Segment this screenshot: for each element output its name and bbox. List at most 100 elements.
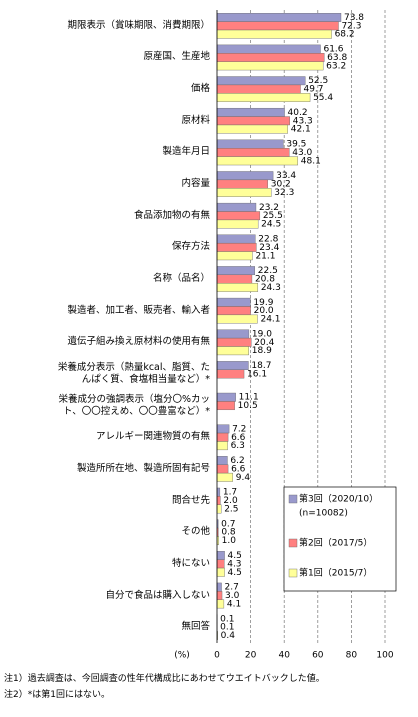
value-label: 19.0 — [252, 329, 272, 339]
value-label: 6.2 — [230, 456, 244, 466]
bar — [216, 401, 235, 411]
category-label: 無回答 — [181, 621, 210, 633]
x-tick-label: 60 — [312, 651, 324, 661]
value-label: 63.2 — [326, 61, 346, 71]
bar — [216, 124, 288, 134]
value-label: 2.7 — [225, 583, 239, 593]
value-label: 0.1 — [220, 623, 234, 633]
value-label: 4.1 — [227, 599, 241, 609]
bar — [216, 234, 256, 244]
value-label: 0.7 — [221, 519, 235, 529]
legend-label: 第2回（2017/5） — [299, 537, 372, 549]
bar — [216, 148, 290, 157]
value-label: 63.8 — [327, 53, 347, 63]
bar — [216, 13, 342, 22]
value-label: 7.2 — [232, 424, 246, 434]
value-label: 55.4 — [313, 93, 333, 103]
value-label: 4.5 — [228, 568, 242, 578]
bar — [216, 369, 245, 379]
bar — [216, 44, 321, 54]
category-label: 遺伝子組み換え原材料の使用有無 — [67, 336, 210, 348]
legend-swatch — [288, 538, 298, 548]
bar — [216, 567, 225, 577]
category-label: 期限表示（賞味期限、消費期限） — [67, 19, 210, 31]
value-label: 43.3 — [293, 116, 313, 126]
bar — [216, 274, 253, 284]
value-label: 32.3 — [274, 188, 294, 198]
legend-swatch — [288, 568, 298, 578]
bar — [216, 188, 272, 197]
bar — [216, 93, 311, 102]
value-label: 48.1 — [301, 156, 321, 166]
value-label: 22.5 — [258, 266, 278, 276]
category-label: 製造年月日 — [162, 146, 210, 158]
bar — [216, 242, 257, 252]
bar — [216, 251, 253, 261]
value-label: 52.5 — [308, 76, 328, 86]
note: 注2）*は第1回にはない。 — [4, 690, 110, 700]
value-label: 49.7 — [303, 85, 323, 95]
bar — [216, 29, 332, 39]
value-label: 43.0 — [292, 148, 312, 158]
category-label: 保存方法 — [171, 241, 210, 253]
value-label: 33.4 — [276, 171, 296, 181]
value-label: 0.1 — [220, 614, 234, 624]
bar — [216, 424, 230, 434]
category-label: 食品添加物の有無 — [133, 209, 210, 221]
category-label: 名称（品名） — [152, 273, 210, 284]
value-label: 1.0 — [222, 536, 237, 546]
bar — [216, 219, 259, 229]
note: 注1）過去調査は、今回調査の性年代構成比にあわせてウエイトバックした値。 — [4, 674, 325, 684]
bar — [216, 441, 228, 451]
value-label: 24.1 — [260, 315, 280, 325]
x-tick-label: 40 — [278, 651, 290, 661]
bar — [216, 84, 301, 94]
category-label: 栄養成分表示（熱量kcal、脂質、たんぱく質、食塩相当量など）* — [57, 361, 210, 385]
bar — [216, 76, 306, 86]
value-label: 39.5 — [286, 140, 306, 150]
bar — [216, 329, 250, 339]
value-label: 68.2 — [335, 30, 355, 40]
x-tick-label: 20 — [245, 651, 257, 661]
bar — [216, 156, 299, 166]
bar — [216, 171, 274, 181]
value-label: 10.5 — [238, 401, 258, 411]
value-label: 2.0 — [223, 496, 238, 506]
bar — [216, 107, 285, 117]
bar — [216, 496, 221, 505]
bar — [216, 21, 339, 31]
category-label: アレルギー関連物質の有無 — [95, 431, 210, 443]
category-label: 価格 — [190, 83, 210, 95]
value-label: 6.3 — [231, 441, 245, 451]
category-label: 製造者、加工者、販売者、輸入者 — [67, 304, 210, 316]
value-label: 4.5 — [228, 551, 242, 561]
bar — [216, 464, 229, 474]
value-label: 40.2 — [288, 108, 308, 118]
bar — [216, 53, 325, 62]
bar — [216, 266, 255, 276]
bar — [216, 297, 251, 307]
bar — [216, 337, 252, 347]
bar — [216, 591, 223, 600]
value-label: 18.7 — [251, 361, 271, 371]
value-label: 21.1 — [255, 251, 275, 261]
value-label: 1.7 — [223, 488, 237, 498]
value-label: 25.5 — [263, 211, 283, 221]
value-label: 4.3 — [227, 559, 241, 569]
bar — [216, 361, 249, 370]
legend-sample: (n=10082) — [299, 509, 348, 519]
value-label: 6.6 — [231, 464, 246, 474]
bar — [216, 202, 257, 212]
value-label: 24.5 — [261, 220, 281, 230]
value-label: 18.9 — [252, 346, 272, 356]
legend-swatch — [288, 494, 298, 504]
bar — [216, 283, 259, 292]
value-label: 30.2 — [271, 180, 291, 190]
bar — [216, 559, 225, 569]
bar — [216, 432, 229, 442]
value-label: 72.3 — [341, 21, 361, 31]
value-label: 6.6 — [231, 433, 246, 443]
bar — [216, 487, 221, 497]
legend-box — [283, 486, 397, 592]
